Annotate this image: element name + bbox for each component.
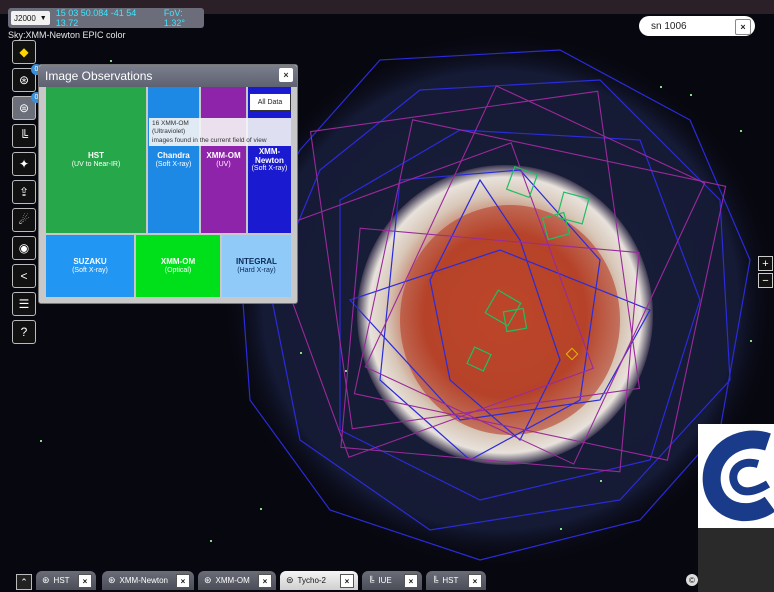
tab-label: XMM-OM (215, 576, 250, 585)
share-icon: < (20, 269, 28, 283)
treemap-cell-xmm-om-optical[interactable]: XMM-OM (Optical) (136, 235, 220, 297)
treemap-tooltip: 16 XMM-OM (Ultraviolet) images found in … (149, 118, 291, 146)
planning-icon: ✦ (18, 157, 30, 171)
observations-icon: ⊜ (18, 101, 30, 115)
treemap-cell-xmm-om-uv[interactable]: XMM-OM (UV) (201, 87, 246, 233)
panel-header[interactable]: Image Observations (39, 65, 297, 87)
panel-title: Image Observations (45, 69, 153, 83)
planning-button[interactable]: ✦ (12, 152, 36, 176)
image-observations-panel: Image Observations × HST (UV to Near-IR)… (38, 64, 298, 304)
coordinates-bar: J2000 ▼ 15 03 50.084 -41 54 13.72 FoV: 1… (8, 8, 204, 28)
camera-icon: ◉ (18, 241, 30, 255)
info-icon[interactable]: © (686, 574, 698, 586)
zoom-out-button[interactable]: − (758, 273, 773, 288)
tab-tycho-2[interactable]: ⊜ Tycho-2 × (280, 571, 358, 590)
close-tab-button[interactable]: × (468, 574, 482, 588)
treemap-cell-hst[interactable]: HST (UV to Near-IR) (46, 87, 146, 233)
cell-name: SUZAKU (73, 257, 107, 267)
upload-button[interactable]: ⇪ (12, 180, 36, 204)
catalogs-badge: 0 (31, 64, 42, 75)
close-tab-button[interactable]: × (340, 574, 354, 588)
layers-button[interactable]: ◆ (12, 40, 36, 64)
cell-name: HST (88, 151, 104, 161)
cell-name: INTEGRAL (236, 257, 277, 267)
tooltip-desc: images found in the current field of vie… (152, 136, 267, 144)
results-tab-bar: ⌃ ⊛ HST × ⊛ XMM-Newton × ⊛ XMM-OM × ⊜ Ty… (0, 568, 700, 592)
close-tab-button[interactable]: × (176, 574, 190, 588)
coordinate-frame-value: J2000 (14, 13, 36, 23)
menu-icon: ☰ (18, 297, 30, 311)
tab-hst-catalog[interactable]: ⊛ HST × (36, 571, 96, 590)
help-button[interactable]: ? (12, 320, 36, 344)
spectra-icon: ╚ (19, 129, 29, 143)
cell-band: (UV) (216, 160, 231, 168)
target-search[interactable]: × (639, 16, 755, 36)
close-tab-button[interactable]: × (404, 574, 418, 588)
tab-hst-spectra[interactable]: ╚ HST × (426, 571, 486, 590)
spectra-icon: ╚ (368, 575, 375, 586)
catalog-icon: ⊛ (18, 73, 30, 87)
coordinates-readout: 15 03 50.084 -41 54 13.72 (55, 8, 137, 28)
cell-band: (Hard X-ray) (237, 266, 276, 274)
tab-xmm-newton-catalog[interactable]: ⊛ XMM-Newton × (102, 571, 194, 590)
tab-iue-spectra[interactable]: ╚ IUE × (362, 571, 422, 590)
observations-icon: ⊜ (286, 575, 294, 585)
tab-xmm-om-catalog[interactable]: ⊛ XMM-OM × (198, 571, 276, 590)
zoom-in-button[interactable]: + (758, 256, 773, 271)
tab-label: HST (442, 576, 459, 585)
search-input[interactable] (649, 19, 733, 33)
chevron-down-icon: ▼ (39, 14, 47, 22)
catalog-icon: ⊛ (42, 575, 50, 585)
treemap-cell-xmm-newton[interactable]: XMM-Newton (Soft X-ray) (248, 87, 291, 233)
treemap-cell-suzaku[interactable]: SUZAKU (Soft X-ray) (46, 235, 134, 297)
share-button[interactable]: < (12, 264, 36, 288)
cell-name: XMM-OM (206, 151, 241, 161)
cell-band: (Optical) (164, 266, 192, 274)
tab-label: HST (53, 576, 70, 585)
tab-label: Tycho-2 (297, 576, 327, 585)
target-icon: ☄ (18, 213, 30, 227)
cell-name: XMM-OM (160, 257, 196, 267)
cell-name: XMM-Newton (255, 146, 284, 165)
catalog-icon: ⊛ (108, 575, 116, 585)
observations-badge: 0 (31, 92, 42, 103)
catalog-icon: ⊛ (204, 575, 212, 585)
tab-label: XMM-Newton (119, 576, 168, 585)
tooltip-band: (Ultraviolet) (152, 128, 186, 136)
screenshot-button[interactable]: ◉ (12, 236, 36, 260)
layers-icon: ◆ (19, 45, 29, 59)
spectra-button[interactable]: ╚ (12, 124, 36, 148)
fov-readout: FoV: 1.32° (163, 8, 186, 28)
spectra-icon: ╚ (432, 575, 439, 586)
logo-shadow (698, 528, 774, 592)
cell-band: (Soft X-ray) (155, 160, 192, 168)
close-tab-button[interactable]: × (78, 574, 92, 588)
clear-search-button[interactable]: × (735, 19, 751, 35)
help-icon: ? (20, 325, 28, 339)
tooltip-count: 16 XMM-OM (152, 120, 189, 127)
close-panel-button[interactable]: × (279, 68, 293, 82)
target-button[interactable]: ☄ (12, 208, 36, 232)
cell-name: Chandra (157, 151, 190, 161)
zoom-controls: + − (758, 256, 773, 290)
sky-label: Sky:XMM-Newton EPIC color (8, 30, 126, 40)
coordinate-frame-select[interactable]: J2000 ▼ (11, 11, 50, 25)
cell-band: (UV to Near-IR) (71, 160, 121, 168)
treemap-cell-integral[interactable]: INTEGRAL (Hard X-ray) (222, 235, 291, 297)
tab-label: IUE (378, 576, 392, 585)
menu-button[interactable]: ☰ (12, 292, 36, 316)
upload-icon: ⇪ (18, 185, 30, 199)
treemap-cell-chandra[interactable]: Chandra (Soft X-ray) (148, 87, 199, 233)
left-toolbar: ◆ ⊛ 0 ⊜ 0 ╚ ✦ ⇪ ☄ ◉ < ☰ ? (12, 40, 42, 348)
observations-button[interactable]: ⊜ 0 (12, 92, 42, 120)
cell-band: (Soft X-ray) (251, 165, 288, 173)
esa-logo (698, 424, 774, 528)
catalogs-button[interactable]: ⊛ 0 (12, 64, 42, 92)
close-tab-button[interactable]: × (258, 574, 272, 588)
cell-band: (Soft X-ray) (72, 266, 108, 274)
all-data-button[interactable]: All Data (249, 93, 291, 111)
collapse-results-button[interactable]: ⌃ (16, 574, 32, 590)
